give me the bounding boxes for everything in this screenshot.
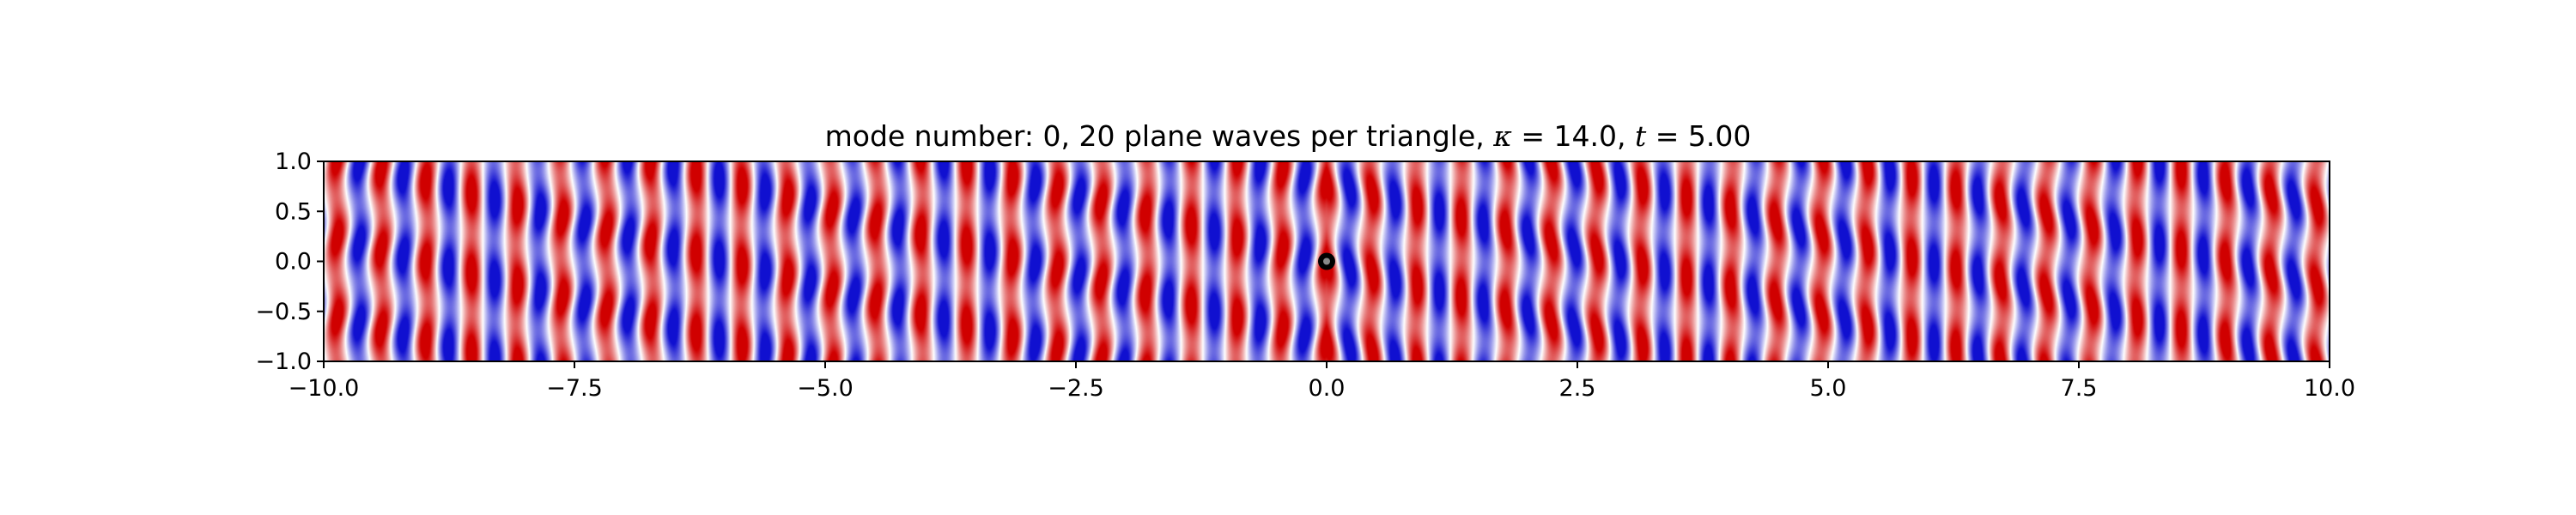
x-tick-label: 0.0 (1309, 375, 1346, 402)
x-tick-label: 2.5 (1559, 375, 1596, 402)
x-tick-label: −10.0 (289, 375, 360, 402)
y-tick-label: 0.5 (275, 198, 312, 225)
title-prefix: mode number: 0, 20 plane waves per trian… (825, 119, 1494, 153)
x-tick-label: 10.0 (2304, 375, 2355, 402)
y-tick-label: 1.0 (275, 148, 312, 175)
plot-area (323, 161, 2330, 362)
x-tick-label: −5.0 (797, 375, 854, 402)
x-axis: −10.0 −7.5 −5.0 −2.5 0.0 2.5 5.0 7.5 10.0 (289, 361, 2355, 402)
title-kappa-value: = 14.0, (1512, 119, 1635, 153)
title-kappa-symbol: κ (1492, 119, 1512, 153)
title-t-symbol: t (1635, 119, 1647, 153)
x-tick-label: −2.5 (1048, 375, 1104, 402)
x-tick-label: 5.0 (1810, 375, 1847, 402)
chart-title: mode number: 0, 20 plane waves per trian… (825, 119, 1752, 153)
y-tick-label: 0.0 (275, 249, 312, 276)
y-tick-label: −0.5 (255, 299, 312, 325)
y-tick-label: −1.0 (255, 348, 312, 375)
x-tick-label: −7.5 (546, 375, 603, 402)
source-marker-highlight (1323, 258, 1330, 265)
y-axis: 1.0 0.5 0.0 −0.5 −1.0 (255, 148, 324, 375)
x-tick-label: 7.5 (2061, 375, 2098, 402)
title-t-value: = 5.00 (1646, 119, 1751, 153)
